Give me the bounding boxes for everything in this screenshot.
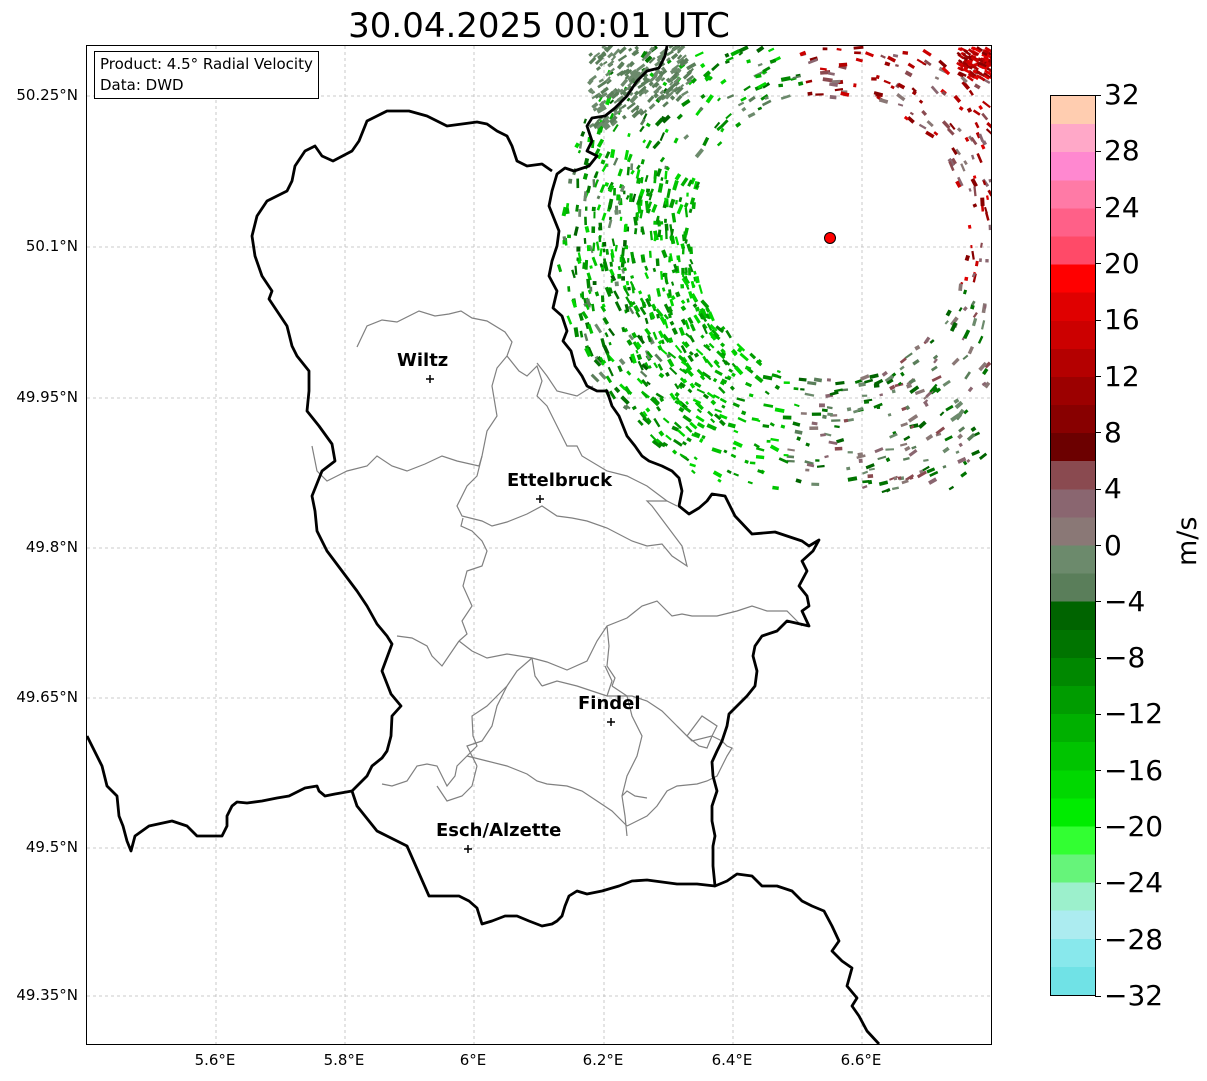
city-label-wiltz: Wiltz bbox=[397, 350, 449, 371]
wiltz-marker bbox=[426, 375, 434, 383]
product-info-box: Product: 4.5° Radial Velocity Data: DWD bbox=[94, 51, 319, 99]
colorbar-tick bbox=[1095, 432, 1101, 434]
lon-tick-label: 6.6°E bbox=[840, 1051, 882, 1069]
lat-tick-label: 50.1°N bbox=[25, 237, 78, 255]
colorbar-tick bbox=[1095, 376, 1101, 378]
colorbar-tick-label: −16 bbox=[1104, 753, 1164, 787]
colorbar-tick-label: −24 bbox=[1104, 866, 1164, 900]
map-canvas bbox=[87, 46, 991, 1044]
radar-echoes bbox=[556, 46, 991, 494]
colorbar-tick-label: −28 bbox=[1104, 922, 1164, 956]
colorbar-tick bbox=[1095, 601, 1101, 603]
colorbar-tick bbox=[1095, 882, 1101, 884]
map-panel[interactable] bbox=[86, 45, 992, 1045]
colorbar-tick-label: 24 bbox=[1104, 190, 1140, 224]
product-label: Product: 4.5° Radial Velocity bbox=[100, 55, 313, 73]
lat-tick-label: 49.5°N bbox=[25, 838, 78, 856]
country-border bbox=[87, 46, 881, 1044]
lat-tick-label: 49.95°N bbox=[16, 388, 78, 406]
city-label-ettelbruck: Ettelbruck bbox=[507, 470, 613, 491]
map-title: 30.04.2025 00:01 UTC bbox=[348, 6, 730, 46]
colorbar-tick bbox=[1095, 94, 1101, 96]
colorbar-unit-label: m/s bbox=[1172, 516, 1203, 566]
colorbar-tick bbox=[1095, 207, 1101, 209]
city-label-findel: Findel bbox=[578, 693, 641, 714]
colorbar-tick-label: 0 bbox=[1104, 528, 1122, 562]
lon-tick-label: 6.4°E bbox=[711, 1051, 753, 1069]
lon-tick-label: 6.2°E bbox=[582, 1051, 624, 1069]
radar-site-marker[interactable] bbox=[824, 232, 836, 244]
colorbar-tick bbox=[1095, 319, 1101, 321]
colorbar-tick-label: −8 bbox=[1104, 641, 1146, 675]
findel-marker bbox=[607, 718, 615, 726]
colorbar-tick bbox=[1095, 770, 1101, 772]
lat-tick-label: 49.35°N bbox=[16, 986, 78, 1004]
colorbar-tick bbox=[1095, 995, 1101, 997]
colorbar-tick bbox=[1095, 263, 1101, 265]
colorbar-tick bbox=[1095, 488, 1101, 490]
colorbar-tick-label: 16 bbox=[1104, 303, 1140, 337]
colorbar-tick-label: 4 bbox=[1104, 472, 1122, 506]
colorbar-tick-label: −20 bbox=[1104, 810, 1164, 844]
colorbar-tick-label: 12 bbox=[1104, 359, 1140, 393]
lat-tick-label: 49.65°N bbox=[16, 688, 78, 706]
colorbar-tick bbox=[1095, 713, 1101, 715]
city-label-esch: Esch/Alzette bbox=[436, 820, 562, 841]
colorbar-tick-label: −4 bbox=[1104, 584, 1146, 618]
lon-tick-label: 6°E bbox=[459, 1051, 487, 1069]
colorbar-tick-label: 32 bbox=[1104, 78, 1140, 111]
graticule bbox=[87, 46, 991, 1044]
colorbar-tick bbox=[1095, 657, 1101, 659]
velocity-colorbar bbox=[1050, 95, 1096, 996]
data-source-label: Data: DWD bbox=[100, 76, 184, 94]
colorbar-tick bbox=[1095, 150, 1101, 152]
colorbar-tick-label: 28 bbox=[1104, 134, 1140, 168]
ettelbruck-marker bbox=[536, 495, 544, 503]
colorbar-tick-label: −32 bbox=[1104, 979, 1164, 1012]
colorbar-tick-label: 8 bbox=[1104, 415, 1122, 449]
colorbar-tick bbox=[1095, 545, 1101, 546]
city-markers bbox=[426, 375, 615, 853]
lon-tick-label: 5.8°E bbox=[323, 1051, 365, 1069]
colorbar-tick bbox=[1095, 939, 1101, 941]
colorbar-tick-label: −12 bbox=[1104, 697, 1164, 731]
colorbar-tick bbox=[1095, 826, 1101, 828]
lat-tick-label: 49.8°N bbox=[25, 538, 78, 556]
colorbar-tick-label: 20 bbox=[1104, 246, 1140, 280]
lat-tick-label: 50.25°N bbox=[16, 86, 78, 104]
canton-boundaries bbox=[311, 310, 803, 837]
lon-tick-label: 5.6°E bbox=[194, 1051, 236, 1069]
esch-marker bbox=[464, 845, 472, 853]
